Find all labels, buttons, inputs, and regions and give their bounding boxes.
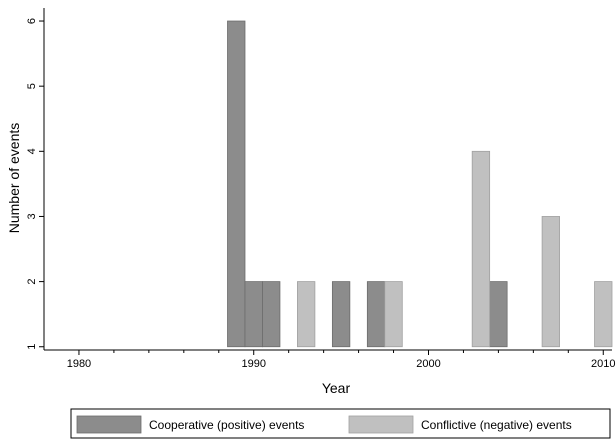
bar-cooperative-1989	[227, 20, 246, 348]
x-tick-label-2010: 2010	[591, 358, 615, 370]
bar-cooperative-1991	[262, 281, 281, 348]
y-tick-label-5: 5	[26, 83, 38, 89]
bar-conflictive-2010	[594, 281, 613, 348]
y-tick-label-3: 3	[26, 213, 38, 219]
x-tick-label-1980: 1980	[67, 358, 91, 370]
y-tick-label-1: 1	[26, 344, 38, 350]
bar-conflictive-1998	[384, 281, 403, 348]
y-ticks-group: 1 2 3 4 5 6	[26, 18, 44, 350]
x-tick-label-1990: 1990	[241, 358, 265, 370]
legend-label-conflictive: Conflictive (negative) events	[421, 418, 572, 432]
legend-box	[70, 408, 611, 439]
y-tick-label-2: 2	[26, 279, 38, 285]
bar-conflictive-2007	[541, 216, 560, 348]
bars-group	[227, 20, 613, 348]
bar-conflictive-2003	[471, 150, 491, 348]
bar-cooperative-1990	[244, 281, 263, 348]
legend: Cooperative (positive) events Conflictiv…	[70, 408, 611, 439]
y-tick-label-6: 6	[26, 18, 38, 24]
bar-cooperative-2004	[489, 281, 508, 348]
bar-conflictive-1993	[297, 281, 316, 348]
legend-label-cooperative: Cooperative (positive) events	[149, 418, 304, 432]
legend-swatch-conflictive	[348, 415, 414, 434]
legend-swatch-cooperative	[76, 415, 142, 434]
y-tick-label-4: 4	[26, 148, 38, 154]
x-tick-label-2000: 2000	[416, 358, 440, 370]
bar-cooperative-1997	[366, 281, 386, 348]
x-ticks-group: 1980 1990 2000 2010	[67, 350, 616, 370]
x-axis-title: Year	[322, 380, 351, 396]
y-axis-title: Number of events	[6, 123, 22, 234]
bar-cooperative-1995	[331, 281, 351, 348]
